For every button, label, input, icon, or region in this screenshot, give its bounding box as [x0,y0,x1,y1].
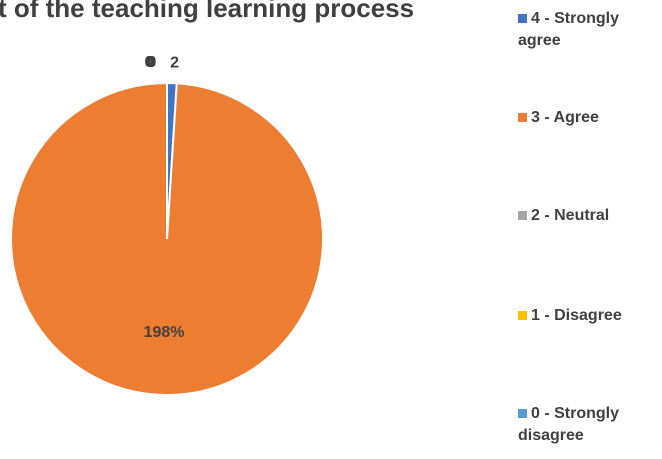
legend-swatch [518,311,527,320]
legend-item: 2 - Neutral [518,205,658,227]
legend-item: 0 - Strongly disagree [518,403,658,447]
legend-label: 3 - Agree [531,109,599,126]
legend-item: 3 - Agree [518,107,658,129]
legend-item: 1 - Disagree [518,305,658,327]
legend-swatch [518,14,527,23]
data-label: 2 [170,54,179,71]
legend-item: 4 - Strongly agree [518,8,658,52]
legend-label: 4 - Strongly agree [518,10,620,49]
data-label: 0 [148,54,157,71]
legend-swatch [518,113,527,122]
legend-swatch [518,409,527,418]
data-label: 0 [145,54,154,71]
legend-label: 2 - Neutral [531,207,610,224]
legend-label: 0 - Strongly disagree [518,405,620,444]
legend-swatch [518,211,527,220]
chart-title: t of the teaching learning process [0,0,414,23]
legend-label: 1 - Disagree [531,307,622,324]
data-label: 0 [146,54,155,71]
data-label: 198% [144,324,185,341]
